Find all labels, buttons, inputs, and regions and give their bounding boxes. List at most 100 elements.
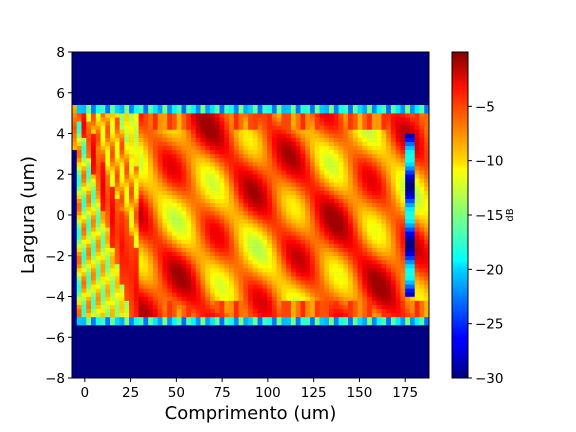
heatmap-cell [400, 210, 406, 216]
heatmap-cell [129, 280, 135, 285]
heatmap-cell [324, 104, 330, 110]
heatmap-cell [191, 300, 197, 305]
heatmap-cell [110, 280, 116, 285]
heatmap-cell [181, 121, 187, 126]
heatmap-cell [91, 210, 97, 216]
heatmap-cell [419, 145, 425, 151]
heatmap-cell [119, 129, 125, 134]
heatmap-cell [171, 104, 178, 110]
heatmap-cell [352, 198, 358, 204]
heatmap-cell [371, 276, 377, 281]
heatmap-cell [200, 170, 206, 175]
heatmap-cell [171, 125, 178, 130]
heatmap-cell [267, 255, 273, 261]
heatmap-cell [262, 141, 268, 147]
heatmap-cell [224, 312, 230, 318]
heatmap-cell [219, 215, 225, 220]
heatmap-cell [229, 129, 235, 134]
heatmap-cell [171, 141, 178, 147]
heatmap-cell [324, 210, 330, 216]
heatmap-cell [262, 170, 268, 175]
heatmap-cell [267, 276, 273, 281]
heatmap-cell [348, 178, 354, 183]
heatmap-cell [252, 210, 258, 216]
heatmap-cell [319, 227, 325, 232]
heatmap-cell [338, 316, 344, 322]
heatmap-cell [81, 288, 87, 293]
heatmap-cell [338, 219, 344, 224]
heatmap-cell [338, 239, 344, 244]
heatmap-cell [252, 255, 258, 261]
heatmap-cell [338, 182, 344, 187]
heatmap-cell [357, 113, 363, 118]
heatmap-cell [362, 276, 368, 281]
heatmap-cell [252, 320, 258, 326]
heatmap-cell [324, 117, 330, 122]
heatmap-cell [252, 276, 258, 281]
heatmap-cell [290, 162, 297, 167]
heatmap-cell [133, 190, 139, 195]
heatmap-cell [376, 166, 382, 171]
heatmap-cell [157, 259, 163, 265]
heatmap-cell [386, 296, 392, 301]
heatmap-cell [100, 166, 106, 171]
heatmap-cell [381, 255, 387, 261]
heatmap-cell [95, 320, 101, 326]
heatmap-cell [133, 113, 139, 118]
heatmap-cell [124, 190, 130, 195]
heatmap-cell [114, 312, 120, 318]
heatmap-cell [329, 153, 335, 159]
heatmap-cell [400, 259, 406, 265]
heatmap-cell [395, 304, 401, 310]
heatmap-cell [276, 141, 282, 147]
heatmap-cell [409, 121, 416, 126]
heatmap-cell [200, 210, 206, 216]
heatmap-cell [186, 137, 192, 142]
heatmap-cell [395, 141, 401, 147]
heatmap-cell [300, 194, 306, 199]
heatmap-cell [238, 121, 244, 126]
heatmap-cell [162, 223, 168, 228]
heatmap-cell [390, 312, 396, 318]
heatmap-cell [281, 215, 287, 220]
heatmap-cell [362, 129, 368, 134]
heatmap-cell [305, 174, 311, 179]
heatmap-cell [333, 239, 339, 244]
heatmap-cell [409, 141, 416, 147]
heatmap-cell [362, 235, 368, 240]
heatmap-cell [133, 235, 139, 240]
heatmap-cell [414, 166, 420, 171]
heatmap-cell [124, 162, 130, 167]
heatmap-cell [352, 153, 358, 159]
heatmap-cell [424, 174, 429, 179]
heatmap-cell [219, 190, 225, 195]
heatmap-cell [143, 174, 149, 179]
heatmap-cell [124, 129, 130, 134]
heatmap-cell [210, 202, 216, 208]
heatmap-cell [243, 288, 249, 293]
heatmap-cell [205, 239, 211, 244]
heatmap-cell [271, 157, 277, 163]
heatmap-cell [409, 206, 416, 212]
heatmap-cell [405, 133, 411, 138]
heatmap-cell [200, 272, 206, 277]
heatmap-cell [405, 263, 411, 269]
heatmap-cell [81, 259, 87, 265]
heatmap-cell [124, 284, 130, 289]
heatmap-cell [367, 109, 373, 114]
heatmap-cell [233, 292, 239, 297]
heatmap-cell [248, 121, 254, 126]
heatmap-cell [409, 255, 416, 261]
heatmap-cell [324, 300, 330, 305]
heatmap-cell [238, 215, 244, 220]
heatmap-cell [257, 231, 263, 236]
heatmap-cell [343, 166, 349, 171]
heatmap-cell [295, 210, 301, 216]
heatmap-cell [357, 219, 363, 224]
heatmap-cell [238, 202, 244, 208]
heatmap-cell [243, 125, 249, 130]
heatmap-cell [324, 174, 330, 179]
heatmap-cell [424, 113, 429, 118]
heatmap-cell [305, 296, 311, 301]
heatmap-cell [119, 113, 125, 118]
